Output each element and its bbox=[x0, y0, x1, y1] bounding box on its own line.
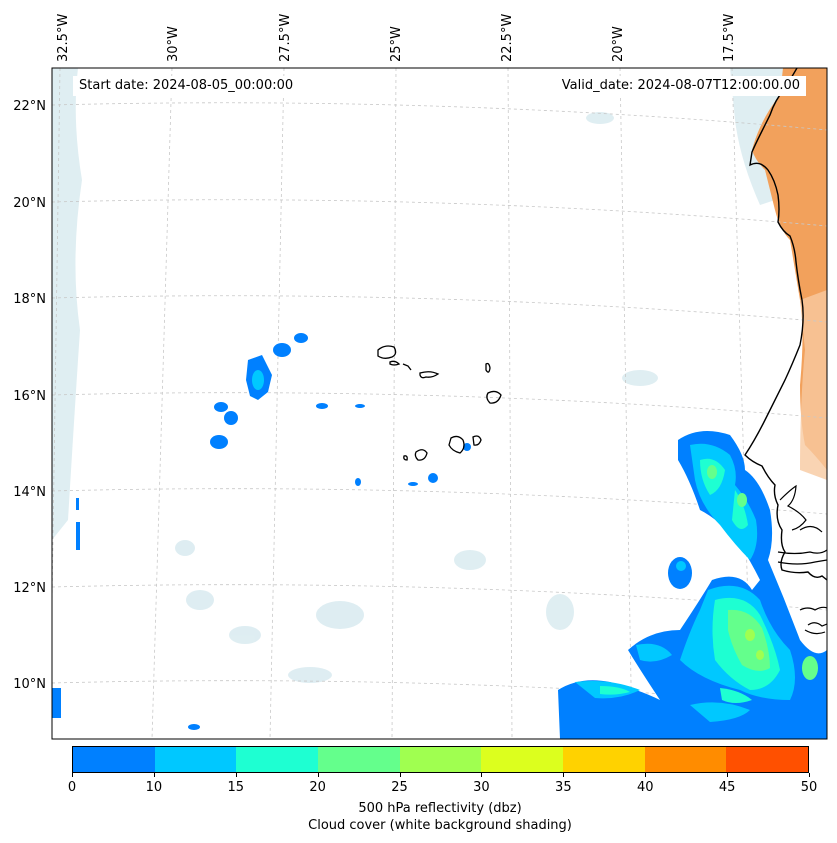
colorbar-tick bbox=[809, 773, 810, 777]
lon-label: 32.5°W bbox=[56, 14, 71, 62]
colorbar-ticks: 0 10 15 20 25 30 35 40 45 50 bbox=[68, 773, 817, 795]
colorbar-tick-label: 20 bbox=[309, 780, 326, 795]
lon-label: 17.5°W bbox=[722, 14, 737, 62]
lat-label: 14°N bbox=[13, 485, 46, 500]
colorbar-tick-label: 10 bbox=[145, 780, 163, 795]
colorbar-tick bbox=[317, 773, 319, 777]
lon-label: 30°W bbox=[166, 26, 181, 62]
colorbar-segment bbox=[726, 747, 809, 772]
colorbar-tick bbox=[72, 773, 73, 777]
lon-label: 25°W bbox=[389, 26, 404, 62]
lat-label: 16°N bbox=[13, 389, 46, 404]
colorbar-tick-label: 0 bbox=[67, 780, 77, 795]
colorbar-tick bbox=[727, 773, 729, 777]
colorbar-tick-label: 40 bbox=[636, 780, 654, 795]
colorbar-segment bbox=[481, 747, 564, 772]
lat-label: 20°N bbox=[13, 196, 46, 211]
gambia-border bbox=[777, 549, 827, 565]
latitude-labels: 22°N 20°N 18°N 16°N 14°N 12°N 10°N bbox=[13, 99, 46, 692]
reflectivity-25-30 bbox=[745, 629, 764, 660]
lon-label: 20°W bbox=[611, 26, 626, 62]
valid-date-label: Valid_date: 2024-08-07T12:00:00.00 bbox=[555, 76, 806, 96]
colorbar-tick bbox=[563, 773, 565, 777]
colorbar-tick bbox=[235, 773, 237, 777]
colorbar-tick bbox=[399, 773, 401, 777]
map-frame bbox=[51, 67, 828, 740]
coastline bbox=[744, 68, 827, 581]
cabo-verde-islands bbox=[377, 345, 502, 461]
start-date-label: Start date: 2024-08-05_00:00:00 bbox=[73, 76, 300, 96]
colorbar-segment bbox=[644, 747, 727, 772]
longitude-labels: 32.5°W 30°W 27.5°W 25°W 22.5°W 20°W 17.5… bbox=[56, 14, 737, 62]
colorbar bbox=[72, 746, 809, 773]
colorbar-tick-label: 25 bbox=[391, 780, 408, 795]
colorbar-segment bbox=[399, 747, 482, 772]
colorbar-sublabel: Cloud cover (white background shading) bbox=[308, 818, 572, 833]
colorbar-segment bbox=[318, 747, 400, 772]
colorbar-tick bbox=[481, 773, 483, 777]
lat-label: 10°N bbox=[13, 677, 46, 692]
lon-label: 27.5°W bbox=[278, 14, 293, 62]
colorbar-tick bbox=[153, 773, 155, 777]
graticule bbox=[52, 68, 827, 739]
colorbar-segment bbox=[73, 747, 155, 772]
colorbar-segment bbox=[563, 747, 645, 772]
colorbar-tick-label: 30 bbox=[473, 780, 490, 795]
lat-label: 18°N bbox=[13, 292, 46, 307]
lon-label: 22.5°W bbox=[500, 14, 515, 62]
lat-label: 12°N bbox=[13, 581, 46, 596]
colorbar-label: 500 hPa reflectivity (dbz) bbox=[358, 801, 522, 816]
colorbar-tick-label: 35 bbox=[555, 780, 572, 795]
senegal-border bbox=[779, 484, 823, 533]
colorbar-segment bbox=[236, 747, 319, 772]
land-dust-fade bbox=[800, 290, 827, 480]
colorbar-segment bbox=[154, 747, 237, 772]
colorbar-tick-label: 45 bbox=[718, 780, 736, 795]
lat-label: 22°N bbox=[13, 99, 46, 114]
guinea-coast bbox=[799, 606, 827, 635]
colorbar-tick bbox=[645, 773, 647, 777]
colorbar-tick-label: 50 bbox=[800, 780, 818, 795]
colorbar-tick-label: 15 bbox=[227, 780, 245, 795]
